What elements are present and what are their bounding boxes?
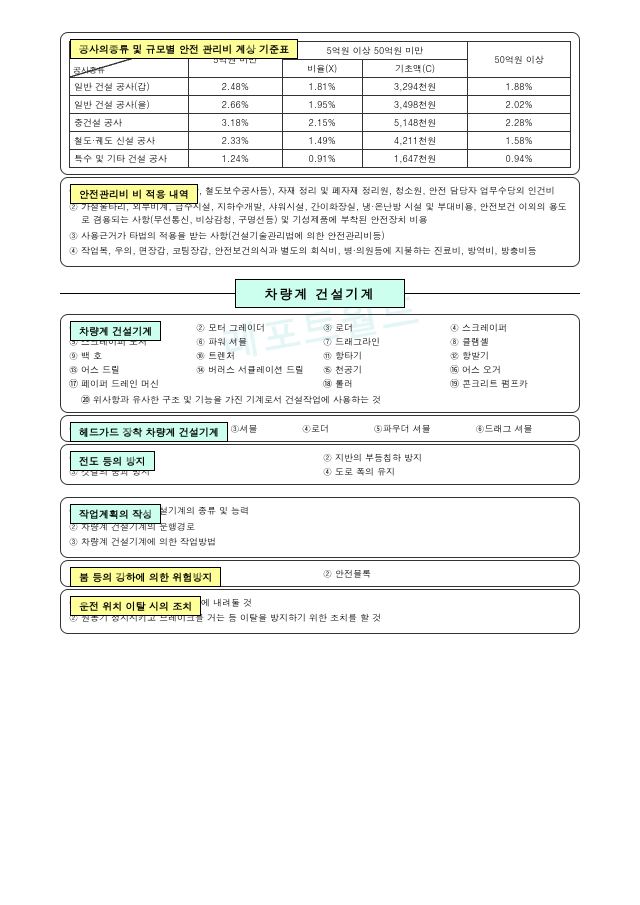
list-item: ② 지반의 부등침하 방지	[323, 451, 571, 464]
table-cell: 1.24%	[189, 150, 283, 168]
list-item	[196, 377, 317, 390]
list-item: ⑯ 어스 오거	[450, 363, 571, 376]
table-cell: 1.95%	[282, 96, 362, 114]
tbl-subcol-1: 비율(X)	[282, 60, 362, 78]
table-cell: 2.02%	[468, 96, 571, 114]
sec3-tail: ⑳ 위사항과 유사한 구조 및 기능을 가진 기계로서 건설작업에 사용하는 것	[69, 393, 571, 407]
table-cell: 0.91%	[282, 150, 362, 168]
list-item: ② 안전블록	[323, 567, 511, 580]
table-cell: 3,498천원	[362, 96, 467, 114]
list-line: ③ 차량계 건설기계에 의한 작업방법	[69, 535, 571, 549]
list-item: ⑥드래그 셔블	[475, 422, 571, 435]
table-cell: 3,294천원	[362, 78, 467, 96]
list-item: ② 모터 그레이더	[196, 321, 317, 334]
main-title: 차량계 건설기계	[235, 279, 404, 308]
table-row: 특수 및 기타 건설 공사1.24%0.91%1,647천원0.94%	[70, 150, 571, 168]
table-cell: 1.81%	[282, 78, 362, 96]
section-title-4: 헤드가드 장착 차량계 건설기계	[70, 422, 228, 442]
list-item: ⑭ 버러스 서큘레이션 드릴	[196, 363, 317, 376]
section-title-7: 붐 등의 강하에 의한 위험방지	[70, 567, 221, 587]
list-item: ④로더	[302, 422, 368, 435]
table-cell: 철도·궤도 신설 공사	[70, 132, 189, 150]
section-title-table: 공사의종류 및 규모별 안전 관리비 계상 기준표	[70, 39, 298, 59]
table-cell: 특수 및 기타 건설 공사	[70, 150, 189, 168]
list-item: ⑦ 드래그라인	[323, 335, 444, 348]
table-cell: 3.18%	[189, 114, 283, 132]
table-cell: 0.94%	[468, 150, 571, 168]
table-row: 일반 건설 공사(갑)2.48%1.81%3,294천원1.88%	[70, 78, 571, 96]
list-item: ⑬ 어스 드릴	[69, 363, 190, 376]
list-item: ⑫ 항발기	[450, 349, 571, 362]
list-line: ④ 작업복, 우의, 면장갑, 코팅장갑, 안전보건의식과 별도의 회식비, 병…	[69, 244, 571, 258]
tbl-subcol-2: 기초액(C)	[362, 60, 467, 78]
list-item: ④ 스크레이퍼	[450, 321, 571, 334]
list-item: ⑪ 항타기	[323, 349, 444, 362]
table-cell: 1.88%	[468, 78, 571, 96]
list-item: ⑱ 롤러	[323, 377, 444, 390]
table-cell: 5,148천원	[362, 114, 467, 132]
list-item: ④ 도로 폭의 유지	[323, 465, 571, 478]
section-title-8: 운전 위치 이탈 시의 조치	[70, 596, 201, 616]
tbl-head-left: 공사종류	[73, 65, 105, 76]
table-cell: 일반 건설 공사(갑)	[70, 78, 189, 96]
list-item: ⑨ 백 호	[69, 349, 190, 362]
tbl-col-2: 5억원 이상 50억원 미만	[282, 42, 468, 60]
table-cell: 중건설 공사	[70, 114, 189, 132]
standards-table: 대상액 공사종류 5억원 미만 5억원 이상 50억원 미만 50억원 이상 비…	[69, 41, 571, 168]
table-cell: 2.48%	[189, 78, 283, 96]
table-cell: 4,211천원	[362, 132, 467, 150]
table-cell: 일반 건설 공사(을)	[70, 96, 189, 114]
tbl-col-3: 50억원 이상	[468, 42, 571, 78]
section-title-3: 차량계 건설기계	[70, 321, 161, 341]
table-cell: 1,647천원	[362, 150, 467, 168]
list-item: ⑩ 트렌처	[196, 349, 317, 362]
table-cell: 1.58%	[468, 132, 571, 150]
list-item: ⑧ 클램셸	[450, 335, 571, 348]
table-cell: 2.66%	[189, 96, 283, 114]
list-item: ⑲ 콘크리트 펌프카	[450, 377, 571, 390]
table-cell: 2.28%	[468, 114, 571, 132]
list-item: ⑤파우더 셔블	[374, 422, 470, 435]
list-item: ⑥ 파워 셔블	[196, 335, 317, 348]
section-title-2: 안전관리비 비 적용 내역	[70, 184, 198, 204]
section-title-6: 작업계획의 작성	[70, 504, 161, 524]
table-row: 일반 건설 공사(을)2.66%1.95%3,498천원2.02%	[70, 96, 571, 114]
table-row: 중건설 공사3.18%2.15%5,148천원2.28%	[70, 114, 571, 132]
list-item: ③ 로더	[323, 321, 444, 334]
table-cell: 1.49%	[282, 132, 362, 150]
section-title-5: 전도 등의 방지	[70, 451, 155, 471]
list-item: ⑮ 천공기	[323, 363, 444, 376]
table-cell: 2.15%	[282, 114, 362, 132]
table-cell: 2.33%	[189, 132, 283, 150]
table-row: 철도·궤도 신설 공사2.33%1.49%4,211천원1.58%	[70, 132, 571, 150]
main-title-band: 차량계 건설기계	[60, 279, 580, 308]
list-item: ⑰ 페이퍼 드레인 머신	[69, 377, 190, 390]
list-item: ③셔블	[230, 422, 296, 435]
list-line: ③ 사용근거가 타법의 적용을 받는 사항(건설기술관리법에 의한 안전관리비등…	[69, 229, 571, 243]
